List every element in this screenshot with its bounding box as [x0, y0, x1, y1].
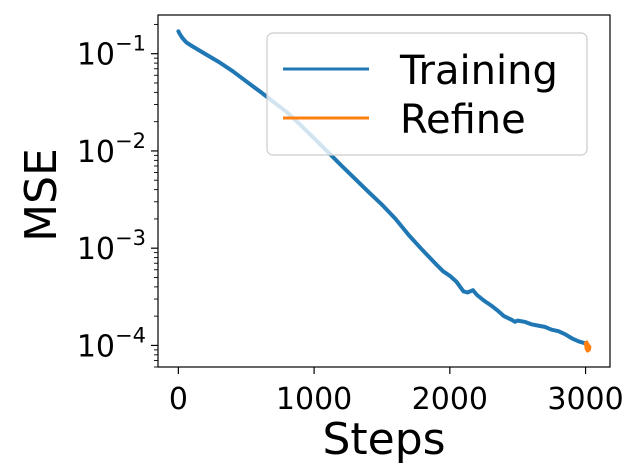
- series-line-training: [176, 29, 588, 346]
- y-tick-label: 10−3: [77, 226, 146, 267]
- x-tick-label: 2000: [412, 382, 488, 417]
- y-axis-label: MSE: [16, 148, 67, 242]
- x-axis: 0 1000 2000 3000: [169, 367, 624, 417]
- x-tick-label: 1000: [276, 382, 352, 417]
- legend: Training Refine: [266, 32, 588, 156]
- x-tick-label: 3000: [547, 382, 623, 417]
- x-tick-label: 0: [169, 382, 188, 417]
- legend-label-training: Training: [399, 48, 558, 94]
- y-tick-label: 10−2: [77, 129, 146, 170]
- y-tick-label: 10−4: [77, 323, 146, 364]
- legend-box: [266, 32, 588, 156]
- plot-area: [176, 29, 592, 353]
- series-line-refine: [583, 340, 592, 353]
- plot-frame: [157, 14, 611, 368]
- legend-label-refine: Refine: [400, 97, 526, 143]
- x-axis-label: Steps: [322, 414, 445, 465]
- y-tick-label: 10−1: [77, 32, 146, 73]
- y-axis: 10−1 10−2 10−3 10−4: [77, 23, 158, 368]
